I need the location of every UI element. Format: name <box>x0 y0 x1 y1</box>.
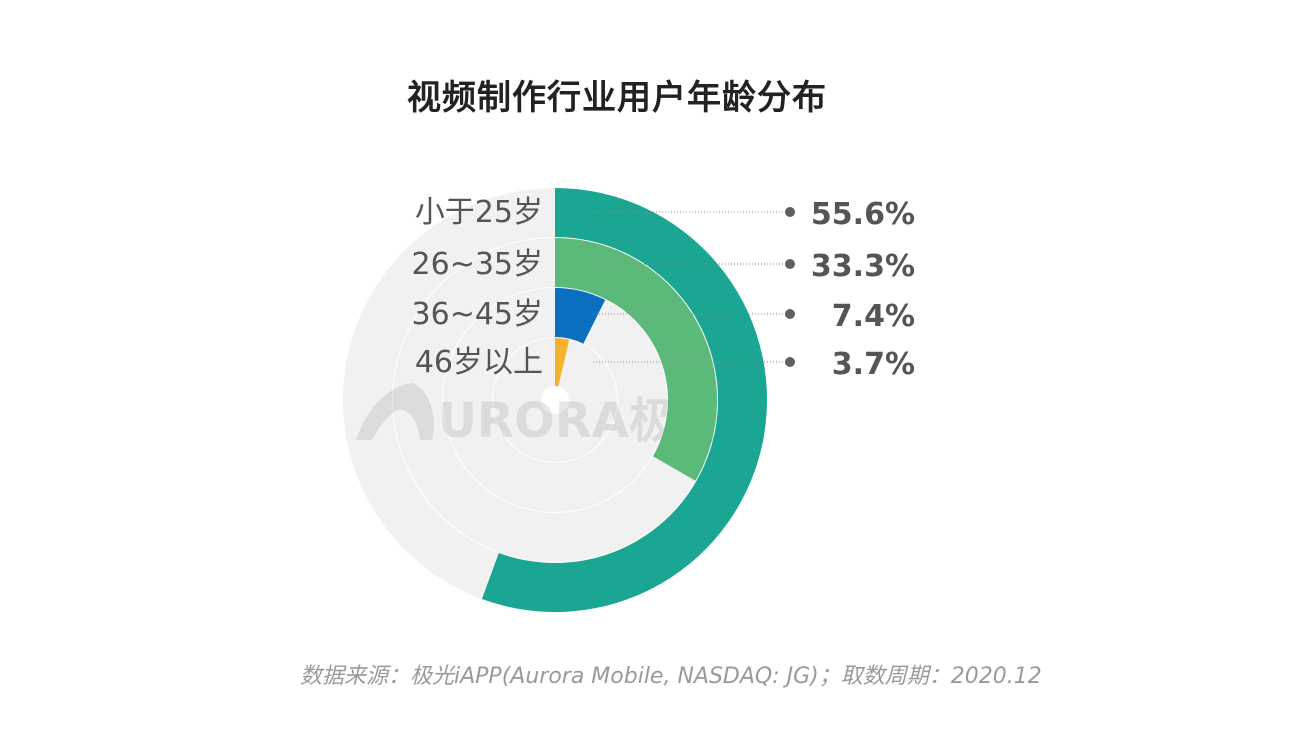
bar-3 <box>555 288 606 344</box>
category-label-4: 46岁以上 <box>415 345 543 380</box>
category-label-3: 36~45岁 <box>412 297 543 332</box>
aurora-logo-icon <box>356 383 434 440</box>
value-labels: 55.6% 33.3% 7.4% 3.7% <box>811 197 915 382</box>
source-note: 数据来源：极光iAPP(Aurora Mobile, NASDAQ: JG)；取… <box>300 664 1042 689</box>
category-label-1: 小于25岁 <box>415 195 543 230</box>
leader-dot-3 <box>785 309 795 319</box>
category-labels: 小于25岁 26~35岁 36~45岁 46岁以上 <box>412 195 543 380</box>
leader-dot-4 <box>785 357 795 367</box>
ring-track-3 <box>442 288 667 513</box>
leader-dot-2 <box>785 259 795 269</box>
leader-dot-1 <box>785 207 795 217</box>
ring-track-4 <box>492 338 617 462</box>
bar-1 <box>481 188 767 612</box>
value-label-4: 3.7% <box>832 347 915 382</box>
bar-2 <box>555 238 717 481</box>
value-label-3: 7.4% <box>832 299 915 334</box>
value-label-1: 55.6% <box>811 197 915 232</box>
category-label-2: 26~35岁 <box>412 247 543 282</box>
bar-4 <box>555 338 570 387</box>
ring-bars <box>481 188 767 612</box>
value-label-2: 33.3% <box>811 249 915 284</box>
chart-title: 视频制作行业用户年龄分布 <box>407 78 827 118</box>
leader-lines <box>593 207 795 367</box>
